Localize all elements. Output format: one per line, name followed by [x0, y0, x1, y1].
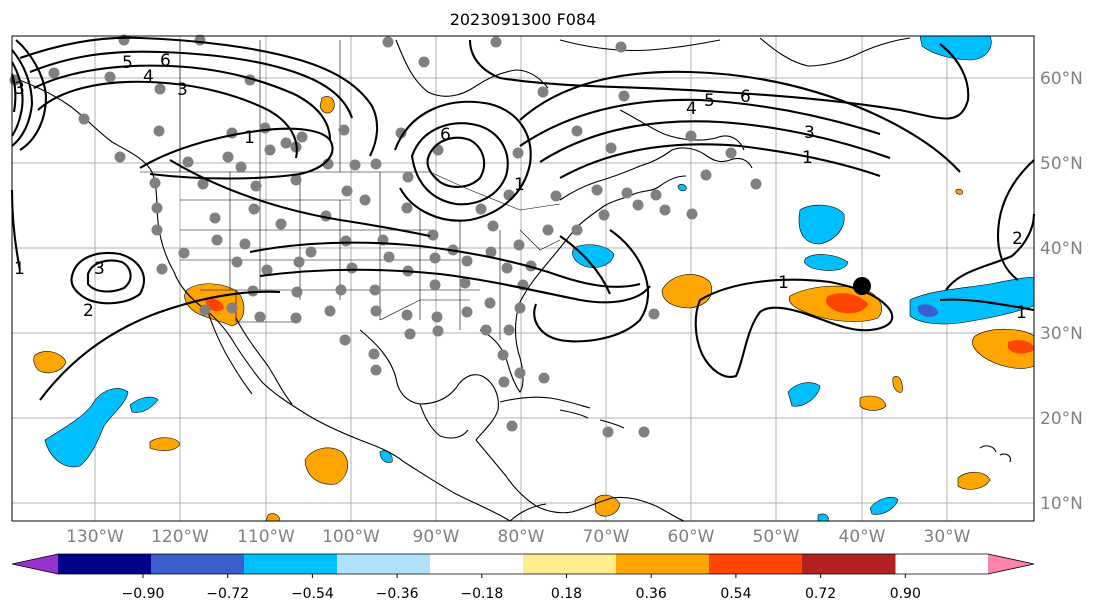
contour-label: 5 — [704, 91, 715, 111]
colorbar-segment — [523, 554, 617, 574]
lon-label: 80°W — [498, 527, 545, 547]
colorbar-tick-label: 0.72 — [805, 586, 836, 602]
colorbar-tick-label: 0.54 — [720, 586, 751, 602]
negative-anomaly-fill — [787, 382, 821, 407]
positive-anomaly-fill — [1008, 340, 1034, 354]
colorbar-tick-label: −0.18 — [460, 586, 503, 602]
positive-anomaly-fill — [957, 471, 991, 490]
lon-label: 130°W — [66, 527, 124, 547]
colorbar-tick-label: −0.54 — [291, 586, 334, 602]
contour-labels: 5 6 4 3 1 3 2 1 6 1 4 5 6 3 1 1 2 1 3 — [14, 51, 1027, 323]
lon-label: 40°W — [839, 527, 886, 547]
colorbar-segment — [430, 554, 524, 574]
colorbar-tick-label: −0.36 — [376, 586, 419, 602]
contour-label: 5 — [122, 53, 133, 73]
lon-label: 50°W — [753, 527, 800, 547]
colorbar-segment — [58, 554, 152, 574]
colorbar-extend-low — [12, 554, 58, 574]
contour-label: 1 — [14, 259, 25, 279]
lon-label: 60°W — [668, 527, 715, 547]
colorbar-segment — [151, 554, 245, 574]
lat-label: 20°N — [1040, 409, 1083, 429]
negative-anomaly-fill — [919, 35, 992, 61]
map-border — [11, 35, 1035, 522]
positive-anomaly-fill — [972, 328, 1035, 369]
colorbar-segment — [709, 554, 803, 574]
positive-anomaly-fill — [319, 96, 335, 114]
lat-label: 50°N — [1040, 154, 1083, 174]
positive-anomaly-fill — [594, 494, 621, 517]
contour-label: 1 — [244, 128, 255, 148]
positive-anomaly-fill — [892, 375, 903, 393]
lon-label: 100°W — [322, 527, 380, 547]
contour-label: 3 — [14, 79, 25, 99]
colorbar-tick-label: −0.72 — [206, 586, 249, 602]
contour-label: 3 — [177, 80, 188, 100]
colorbar-tick-label: −0.90 — [122, 586, 165, 602]
colorbar-outline — [11, 553, 1035, 575]
negative-anomaly-fill — [572, 244, 615, 268]
lon-label: 110°W — [237, 527, 295, 547]
colorbar-extend-high — [988, 554, 1034, 574]
map-panel: 5 6 4 3 1 3 2 1 6 1 4 5 6 3 1 1 2 1 3 — [9, 34, 1036, 522]
colorbar-segment — [337, 554, 431, 574]
contour-label: 2 — [1012, 229, 1023, 249]
map-title: 2023091300 F084 — [450, 10, 597, 29]
contour-label: 6 — [740, 87, 751, 107]
political-borders — [140, 40, 561, 340]
contour-label: 3 — [94, 259, 105, 279]
colorbar-tick-label: 0.36 — [636, 586, 667, 602]
lat-label: 60°N — [1040, 69, 1083, 89]
colorbar-segment — [244, 554, 338, 574]
negative-anomaly-fill — [918, 304, 938, 317]
positive-anomaly-fill — [304, 447, 348, 485]
lon-label: 120°W — [151, 527, 209, 547]
colorbar-segment — [802, 554, 896, 574]
contour-label: 6 — [160, 51, 171, 71]
lon-label: 70°W — [583, 527, 630, 547]
lat-label: 40°N — [1040, 239, 1083, 259]
lat-label: 30°N — [1040, 324, 1083, 344]
positive-anomaly-fill — [33, 351, 67, 374]
contour-label: 1 — [802, 148, 813, 168]
latitude-labels: 60°N 50°N 40°N 30°N 20°N 10°N — [1040, 69, 1083, 514]
colorbar-tick-label: 0.90 — [890, 586, 921, 602]
negative-anomaly-fill — [804, 254, 849, 271]
colorbar-segment — [616, 554, 710, 574]
lon-label: 90°W — [413, 527, 460, 547]
negative-anomaly-fill — [869, 496, 899, 515]
negative-anomaly-fill — [44, 388, 129, 468]
lat-label: 10°N — [1040, 494, 1083, 514]
colorbar: −0.90 −0.72 −0.54 −0.36 −0.18 0.18 0.36 0.54 0.7… — [11, 553, 1035, 602]
contour-label: 1 — [778, 273, 789, 293]
negative-anomaly-fill — [129, 396, 159, 413]
longitude-labels: 130°W 120°W 110°W 100°W 90°W 80°W 70°W 6… — [66, 527, 971, 547]
positive-anomaly-fill — [955, 188, 963, 195]
contour-label: 1 — [514, 175, 525, 195]
positive-anomaly-fill — [149, 437, 181, 451]
negative-anomaly-fill — [677, 184, 687, 192]
coastlines — [13, 37, 1011, 522]
negative-anomaly-fill — [798, 204, 845, 245]
colorbar-tick-label: 0.18 — [551, 586, 582, 602]
lon-label: 30°W — [924, 527, 971, 547]
contour-label: 4 — [686, 99, 697, 119]
storm-center-marker — [853, 277, 871, 295]
contour-label: 4 — [143, 67, 154, 87]
positive-anomaly-fill — [859, 395, 887, 411]
contour-label: 6 — [440, 125, 451, 145]
contour-label: 3 — [804, 123, 815, 143]
positive-anomaly-fill — [826, 293, 868, 314]
contour-label: 2 — [83, 301, 94, 321]
height-contours — [10, 36, 1036, 401]
contour-label: 1 — [1016, 303, 1027, 323]
